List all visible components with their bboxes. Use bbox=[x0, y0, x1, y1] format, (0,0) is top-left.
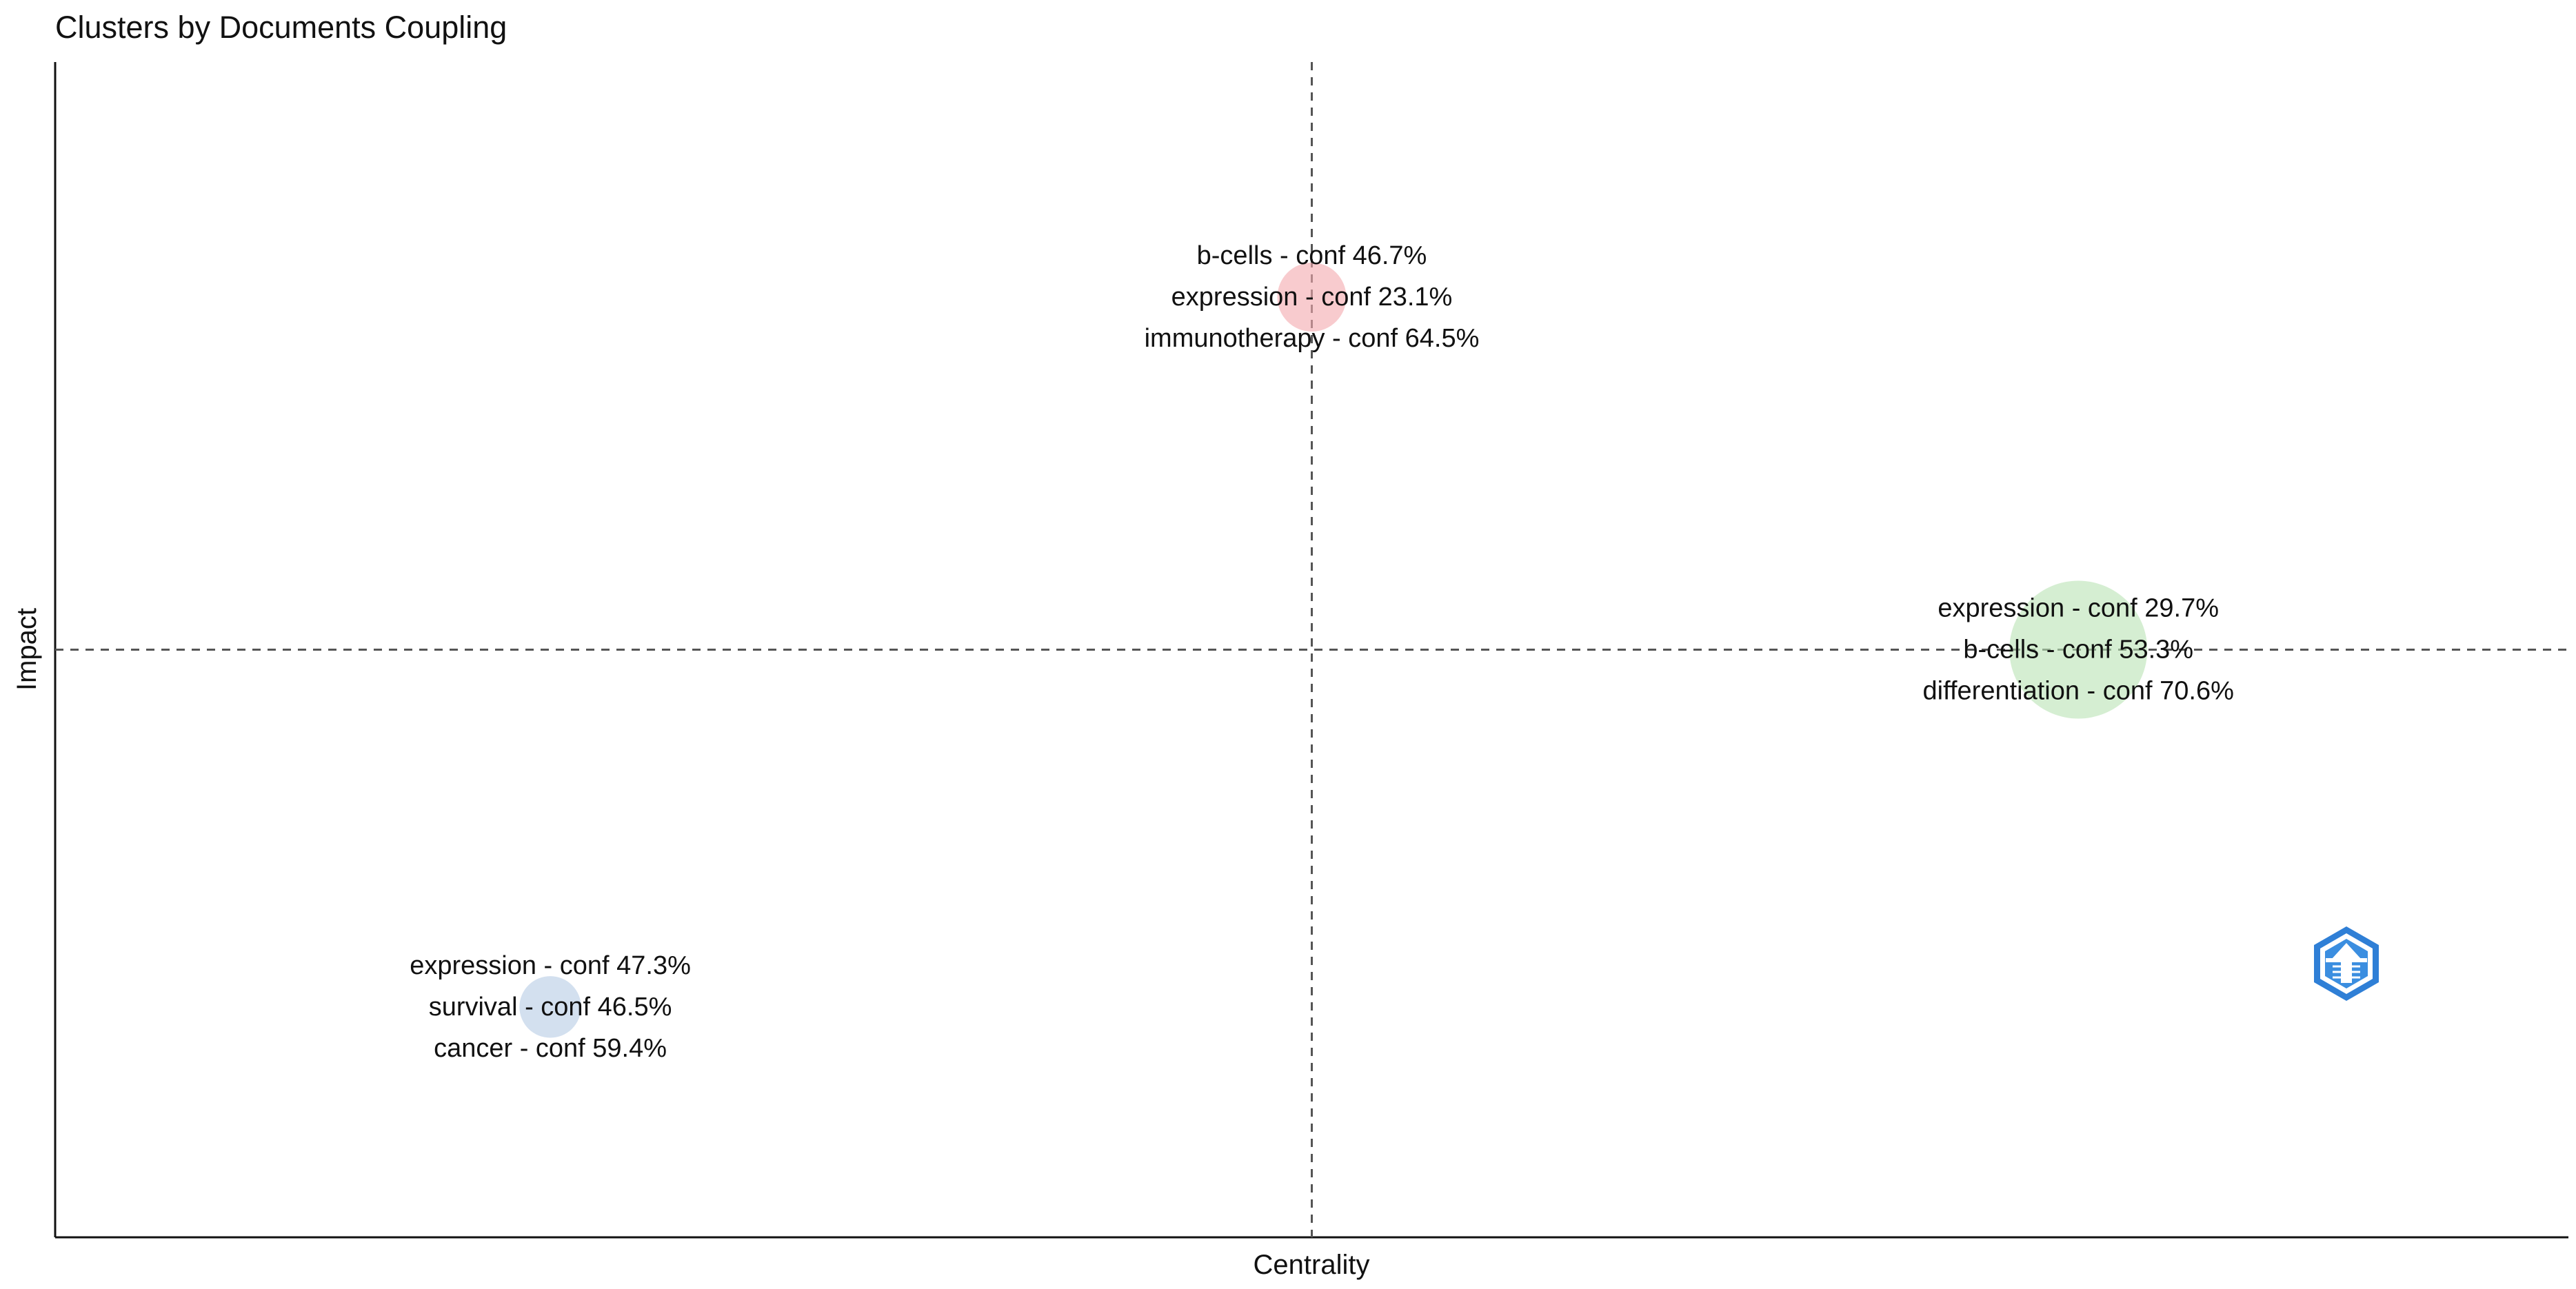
cluster-bubbles bbox=[519, 263, 2148, 1038]
cluster-green-label-1: expression - conf 29.7% bbox=[1938, 594, 2219, 623]
y-axis-label: Impact bbox=[12, 608, 42, 691]
x-axis-label: Centrality bbox=[1254, 1250, 1370, 1280]
cluster-blue-bubble[interactable] bbox=[519, 976, 581, 1038]
cluster-blue-label-2: survival - conf 46.5% bbox=[429, 993, 672, 1022]
cluster-green-label-2: b-cells - conf 53.3% bbox=[1963, 636, 2193, 664]
cluster-labels: b-cells - conf 46.7% expression - conf 23… bbox=[410, 241, 2234, 1063]
cluster-green-label-3: differentiation - conf 70.6% bbox=[1923, 677, 2234, 706]
cluster-red-label-2: expression - conf 23.1% bbox=[1171, 283, 1453, 312]
cluster-red-bubble[interactable] bbox=[1277, 263, 1347, 332]
chart-title: Clusters by Documents Coupling bbox=[55, 10, 507, 45]
cluster-blue-label-3: cancer - conf 59.4% bbox=[434, 1034, 667, 1063]
cluster-red-label-3: immunotherapy - conf 64.5% bbox=[1145, 324, 1480, 353]
bibliometrix-logo-icon bbox=[2314, 926, 2379, 1001]
cluster-green-bubble[interactable] bbox=[2009, 580, 2148, 719]
cluster-blue-label-1: expression - conf 47.3% bbox=[410, 951, 691, 980]
cluster-red-label-1: b-cells - conf 46.7% bbox=[1197, 241, 1427, 270]
